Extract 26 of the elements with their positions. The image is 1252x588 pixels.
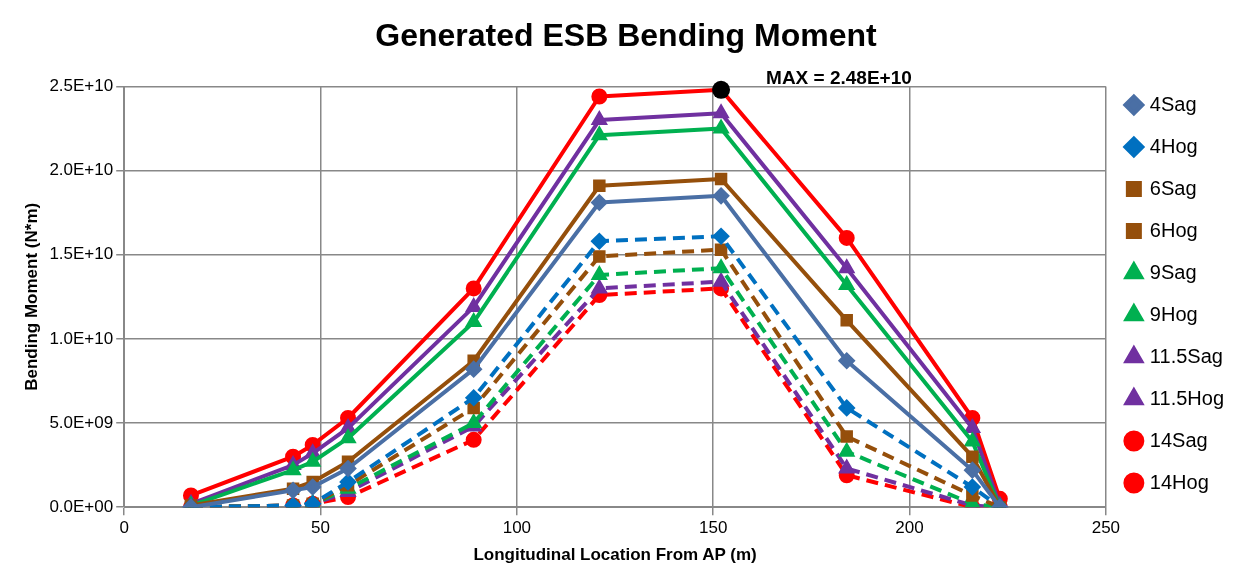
legend-label: 11.5Hog xyxy=(1149,386,1225,409)
legend-label: 4Sag xyxy=(1149,92,1197,115)
legend-label: 14Hog xyxy=(1149,470,1209,493)
y-axis-title: Bending Moment (N*m) xyxy=(21,202,41,391)
y-tick-label: 1.0E+10 xyxy=(49,328,114,348)
legend-label: 4Hog xyxy=(1149,134,1198,157)
x-axis-title: Longitudinal Location From AP (m) xyxy=(473,545,757,565)
x-tick-label: 50 xyxy=(311,518,330,538)
x-tick-label: 100 xyxy=(502,518,532,538)
y-tick-label: 2.5E+10 xyxy=(49,76,114,96)
y-tick-label: 5.0E+09 xyxy=(49,412,114,432)
legend-label: 6Sag xyxy=(1149,176,1197,199)
annotation: MAX = 2.48E+10 xyxy=(766,66,912,88)
legend-label: 9Hog xyxy=(1149,302,1198,325)
x-tick-label: 150 xyxy=(699,518,728,538)
legend-label: 11.5Sag xyxy=(1149,344,1223,367)
y-tick-label: 0.0E+00 xyxy=(49,496,114,516)
legend-label: 9Sag xyxy=(1149,260,1197,283)
chart-title: Generated ESB Bending Moment xyxy=(375,17,878,54)
x-tick-label: 200 xyxy=(895,518,924,538)
x-tick-label: 0 xyxy=(119,518,129,538)
x-tick-label: 250 xyxy=(1091,518,1121,538)
legend-label: 14Sag xyxy=(1149,428,1208,451)
y-tick-label: 2.0E+10 xyxy=(49,160,114,180)
y-tick-label: 1.5E+10 xyxy=(49,244,114,264)
legend-label: 6Hog xyxy=(1149,218,1198,241)
